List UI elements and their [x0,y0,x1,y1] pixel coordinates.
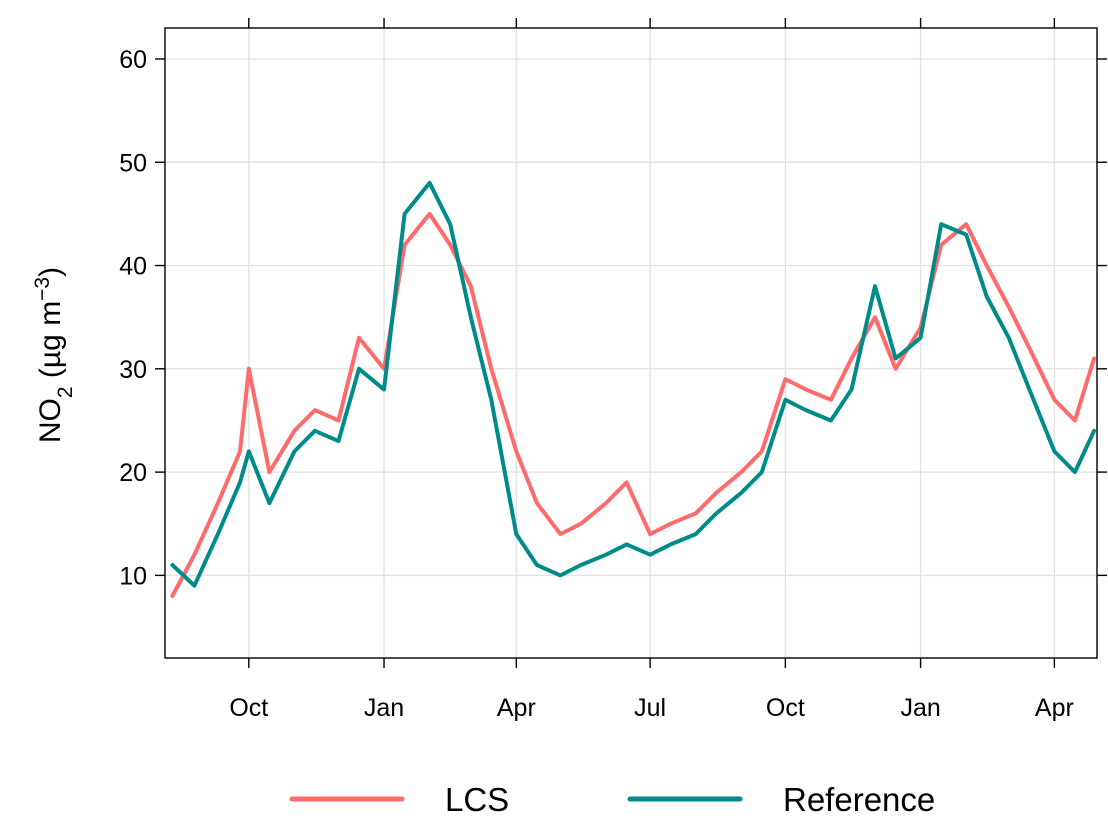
legend-label-reference: Reference [783,781,935,818]
y-tick-label: 30 [119,356,147,384]
series-line-reference [170,180,1097,588]
y-tick-label: 50 [119,149,147,177]
x-tick-label: Jan [900,694,940,722]
x-tick-label: Oct [229,694,268,722]
y-axis: 10 20 30 40 50 60 [119,46,1107,590]
x-tick-label: Jul [634,694,666,722]
legend-label-lcs: LCS [445,781,509,818]
x-tick-label: Oct [766,694,805,722]
x-tick-label: Apr [1035,694,1074,722]
plot-frame [164,27,1098,659]
grid-lines [165,28,1097,658]
series-line-lcs [170,211,1097,598]
y-tick-label: 40 [119,253,147,281]
y-axis-title: NO2 (µg m−3) [31,267,77,443]
series-lines [170,180,1097,598]
x-tick-label: Apr [497,694,536,722]
x-tick-label: Jan [364,694,404,722]
y-tick-label: 10 [119,562,147,590]
y-tick-label: 60 [119,46,147,74]
x-axis: Oct Jan Apr Jul Oct Jan Apr [229,18,1074,722]
legend: LCS Reference [289,781,935,818]
y-tick-label: 20 [119,459,147,487]
